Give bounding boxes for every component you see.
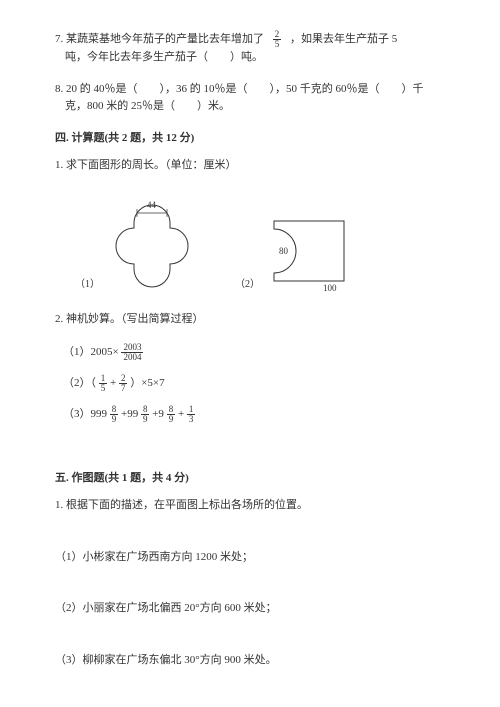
- c3-d: +: [178, 408, 187, 420]
- calc-2: （2）（ 1 5 + 2 7 ）×5×7: [63, 374, 450, 393]
- c3-f3: 8 9: [167, 405, 176, 424]
- c3-f1: 8 9: [110, 405, 119, 424]
- c3-f2: 8 9: [141, 405, 150, 424]
- clover-shape: 44: [105, 193, 200, 293]
- fig2-dim-100: 100: [323, 283, 337, 293]
- c1-frac: 2003 2004: [121, 343, 143, 362]
- calc-3: （3）999 8 9 +99 8 9 +9 8 9 + 1 3: [63, 405, 450, 424]
- question-8: 8. 20 的 40％是（ ），36 的 10％是（ ），50 千克的 60％是…: [55, 81, 450, 116]
- c2-plus: +: [110, 377, 119, 389]
- figure-1-wrap: （1） 44: [75, 193, 200, 293]
- c2-f2: 2 7: [119, 374, 128, 393]
- frac-den: 5: [273, 40, 282, 49]
- fig2-label: （2）: [235, 277, 260, 293]
- figures-row: （1） 44 （2） 80 100: [75, 193, 450, 293]
- question-7: 7. 某蔬菜基地今年茄子的产量比去年增加了 2 5 ，如果去年生产茄子 5 吨，…: [55, 30, 450, 67]
- c2-prefix: （2）（: [63, 377, 96, 389]
- q8-line1: 8. 20 的 40％是（ ），36 的 10％是（ ），50 千克的 60％是…: [55, 81, 450, 99]
- q7-text-2: ，如果去年生产茄子 5: [290, 33, 397, 45]
- s5-s1: （1）小彬家在广场西南方向 1200 米处；: [55, 549, 450, 567]
- c3-a: （3）999: [63, 408, 107, 420]
- s5-s2: （2）小丽家在广场北偏西 20°方向 600 米处；: [55, 600, 450, 618]
- calc-1: （1）2005× 2003 2004: [63, 343, 450, 362]
- s4-q1: 1. 求下面图形的周长。（单位：厘米）: [55, 157, 450, 175]
- fig1-dim: 44: [147, 200, 157, 210]
- c2-f1: 1 5: [99, 374, 108, 393]
- q8-line2: 克，800 米的 25％是（ ）米。: [65, 98, 450, 116]
- c2-suffix: ）×5×7: [130, 377, 164, 389]
- q7-line2: 吨，今年比去年多生产茄子（ ）吨。: [65, 49, 450, 67]
- fig2-dim-80: 80: [279, 246, 289, 256]
- c3-f4: 1 3: [187, 405, 196, 424]
- c1-prefix: （1）2005×: [63, 346, 119, 358]
- figure-2-wrap: （2） 80 100: [235, 215, 353, 293]
- s5-q1: 1. 根据下面的描述，在平面图上标出各场所的位置。: [55, 497, 450, 515]
- q7-text-1: 7. 某蔬菜基地今年茄子的产量比去年增加了: [55, 33, 264, 45]
- c3-b: +99: [121, 408, 138, 420]
- fig1-label: （1）: [75, 277, 100, 293]
- rect-arc-shape: 80 100: [268, 215, 353, 293]
- s5-s3: （3）柳柳家在广场东偏北 30°方向 900 米处。: [55, 652, 450, 670]
- s4-q2: 2. 神机妙算。（写出简算过程）: [55, 311, 450, 329]
- section-4-title: 四. 计算题(共 2 题，共 12 分): [55, 130, 450, 148]
- q7-fraction: 2 5: [273, 30, 282, 49]
- section-5-title: 五. 作图题(共 1 题，共 4 分): [55, 470, 450, 488]
- c3-c: +9: [152, 408, 164, 420]
